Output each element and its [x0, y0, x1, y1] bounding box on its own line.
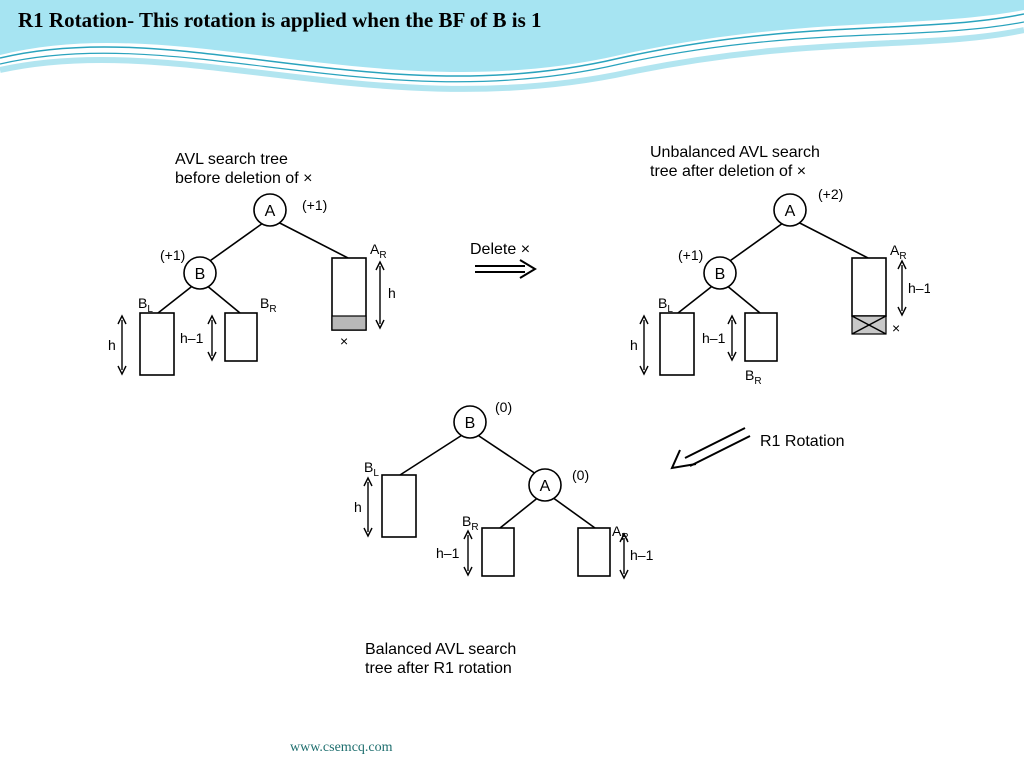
svg-text:BL: BL — [138, 295, 153, 315]
svg-text:A: A — [265, 203, 276, 220]
svg-text:(+2): (+2) — [818, 186, 843, 202]
svg-text:h–1: h–1 — [436, 545, 460, 561]
svg-text:BR: BR — [260, 295, 277, 315]
delete-arrow — [470, 258, 550, 288]
tree3-caption: Balanced AVL searchtree after R1 rotatio… — [365, 640, 516, 678]
svg-text:(+1): (+1) — [160, 247, 185, 263]
svg-text:BR: BR — [462, 513, 479, 533]
svg-text:A: A — [785, 203, 796, 220]
footer-url: www.csemcq.com — [290, 740, 393, 756]
svg-text:B: B — [715, 266, 726, 283]
svg-text:(+1): (+1) — [678, 247, 703, 263]
svg-text:BL: BL — [364, 459, 379, 479]
svg-text:h: h — [388, 285, 396, 301]
tree3-diagram: B (0) A (0) BL h BR h–1 AR h–1 — [310, 400, 670, 640]
svg-text:AR: AR — [890, 242, 907, 262]
svg-text:A: A — [540, 478, 551, 495]
r1-label: R1 Rotation — [760, 432, 845, 451]
delete-label: Delete × — [470, 240, 530, 259]
svg-text:BL: BL — [658, 295, 673, 315]
svg-text:AR: AR — [370, 241, 387, 261]
svg-text:h–1: h–1 — [702, 330, 726, 346]
svg-text:BR: BR — [745, 367, 762, 387]
tree2-caption: Unbalanced AVL searchtree after deletion… — [650, 143, 820, 181]
svg-text:B: B — [195, 266, 206, 283]
svg-text:B: B — [465, 415, 476, 432]
tree1-diagram: A (+1) B (+1) BL h BR h–1 AR × h — [80, 188, 410, 388]
svg-text:h: h — [630, 337, 638, 353]
svg-text:(0): (0) — [572, 467, 589, 483]
svg-text:h–1: h–1 — [908, 280, 930, 296]
r1-arrow — [660, 420, 770, 475]
slide-title: R1 Rotation- This rotation is applied wh… — [18, 8, 542, 33]
svg-text:h–1: h–1 — [630, 547, 654, 563]
svg-text:h: h — [354, 499, 362, 515]
svg-text:×: × — [340, 333, 348, 349]
svg-text:(+1): (+1) — [302, 197, 327, 213]
tree2-diagram: A (+2) B (+1) BL h BR h–1 AR × h–1 — [590, 185, 930, 395]
tree1-caption: AVL search treebefore deletion of × — [175, 150, 312, 188]
svg-text:×: × — [892, 320, 900, 336]
svg-text:h–1: h–1 — [180, 330, 204, 346]
svg-text:(0): (0) — [495, 400, 512, 415]
svg-text:h: h — [108, 337, 116, 353]
